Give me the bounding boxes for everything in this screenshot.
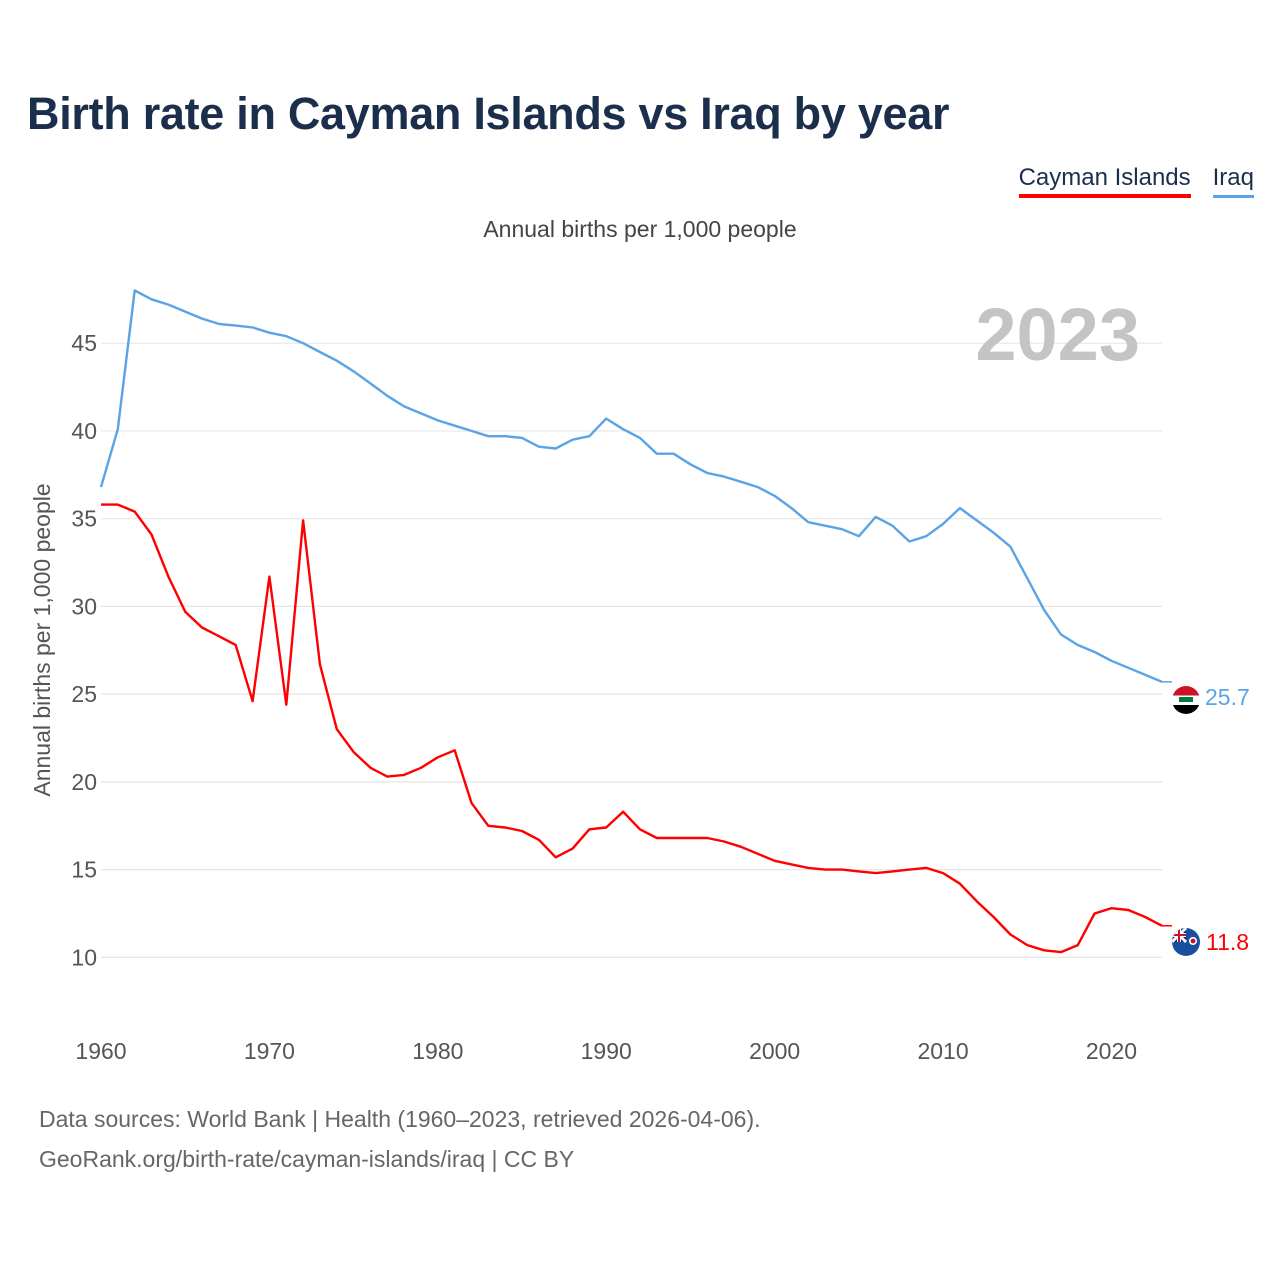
x-axis: 1960 1970 1980 1990 2000 2010 2020 [75,1038,1137,1064]
x-tick-label: 1960 [75,1038,126,1064]
y-axis-label: Annual births per 1,000 people [29,483,55,796]
legend-item-cayman-islands[interactable]: Cayman Islands [1018,164,1191,198]
y-tick-label: 15 [71,857,97,883]
y-axis: 10 15 20 25 30 35 40 45 [71,330,97,970]
x-tick-label: 2020 [1086,1038,1137,1064]
y-tick-label: 35 [71,506,97,532]
legend: Cayman Islands Iraq [1018,164,1254,198]
page-title: Birth rate in Cayman Islands vs Iraq by … [27,88,950,139]
line-chart: 2023 10 15 20 25 30 35 40 45 1960 1970 1980 1990 20… [29,289,1250,1064]
x-tick-label: 2010 [917,1038,968,1064]
y-tick-label: 20 [71,769,97,795]
iraq-flag-icon [1172,686,1200,714]
y-tick-label: 40 [71,418,97,444]
chart-subtitle: Annual births per 1,000 people [483,216,797,242]
y-tick-label: 30 [71,593,97,619]
x-tick-label: 2000 [749,1038,800,1064]
series-line-iraq [99,289,1163,684]
end-value-label-cayman-islands: 11.8 [1206,929,1249,955]
legend-item-iraq[interactable]: Iraq [1212,164,1254,198]
x-tick-label: 1980 [412,1038,463,1064]
x-tick-label: 1990 [581,1038,632,1064]
series-lines [99,289,1172,954]
grid-lines [101,342,1162,958]
y-tick-label: 25 [71,681,97,707]
y-tick-label: 10 [71,944,97,970]
y-tick-label: 45 [71,330,97,356]
source-link[interactable]: GeoRank.org/birth-rate/cayman-islands/ir… [39,1146,575,1172]
series-line-cayman-islands [101,503,1163,954]
year-watermark: 2023 [975,293,1140,376]
data-source-note: Data sources: World Bank | Health (1960–… [39,1106,761,1132]
cayman-islands-flag-icon [1172,928,1200,956]
end-value-label-iraq: 25.7 [1205,684,1250,710]
x-tick-label: 1970 [244,1038,295,1064]
